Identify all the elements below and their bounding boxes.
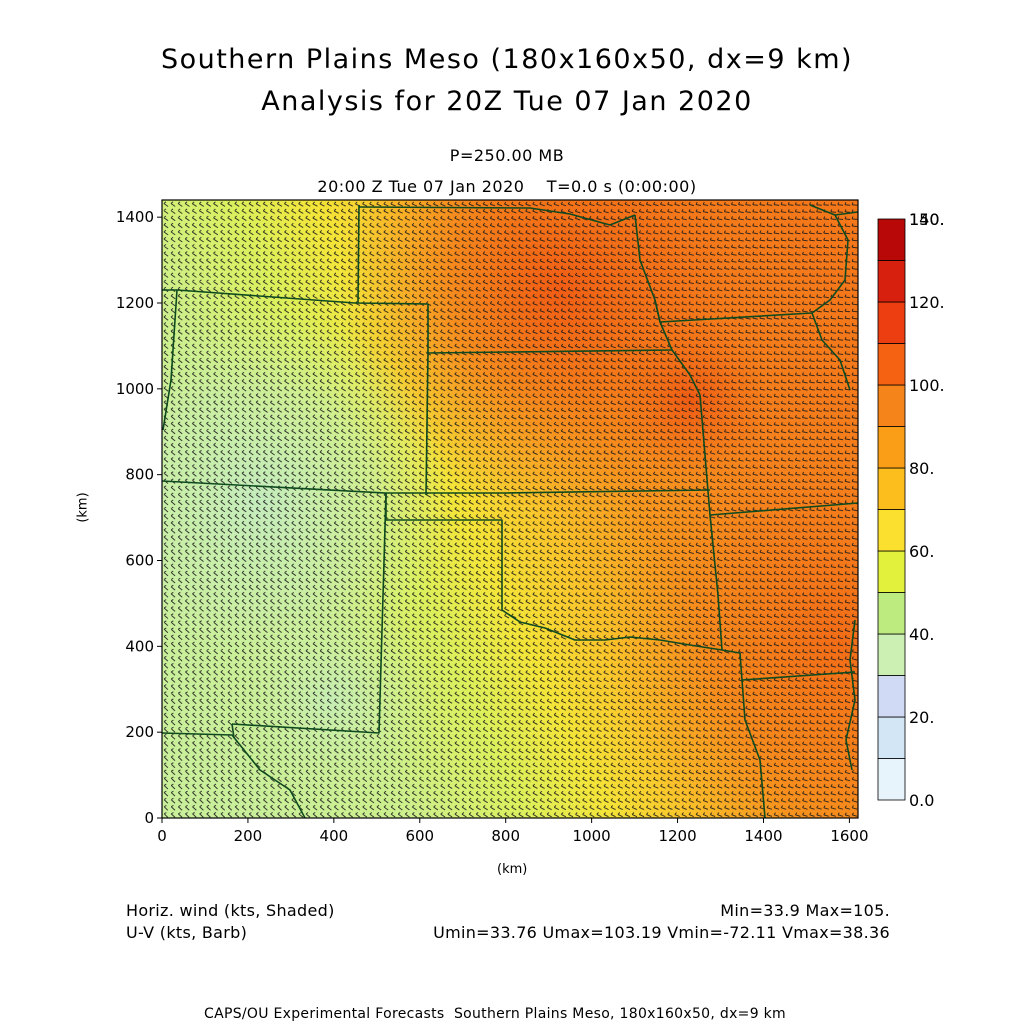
y-tick-label: 1400 — [116, 208, 154, 226]
x-axis-ticks: 0 200 400 600 800 1000 1200 1400 1600 — [157, 818, 869, 845]
x-tick-label: 600 — [405, 827, 434, 845]
colorbar-swatch — [877, 550, 906, 593]
colorbar-swatch — [877, 260, 906, 303]
kansas-nebraska-border — [427, 349, 673, 354]
y-axis-label: (km) — [75, 492, 91, 523]
rio-grande-upper — [231, 723, 235, 739]
mississippi-river-lower — [845, 619, 856, 771]
red-river — [501, 609, 741, 654]
colorbar-label: 150. — [909, 210, 945, 229]
nebraska-wyoming-border — [357, 204, 360, 304]
state-boundaries — [162, 204, 858, 818]
pressure-level-label: P=250.00 MB — [449, 146, 565, 165]
y-tick-label: 1200 — [116, 294, 154, 312]
colorbar-swatch — [877, 758, 906, 801]
x-tick-label: 1200 — [658, 827, 696, 845]
colorbar-label: 80. — [909, 459, 934, 478]
x-tick-label: 0 — [157, 827, 167, 845]
kansas-missouri-border — [699, 394, 723, 651]
colorbar-swatch — [877, 218, 906, 261]
component-summary: Umin=33.76 Umax=103.19 Vmin=-72.11 Vmax=… — [433, 923, 890, 942]
x-tick-label: 200 — [234, 827, 263, 845]
colorbar-swatch — [877, 301, 906, 344]
colorbar-swatch — [877, 384, 906, 427]
title-line-2: Analysis for 20Z Tue 07 Jan 2020 — [261, 86, 753, 117]
colorbar-label: 40. — [909, 625, 934, 644]
oklahoma-north-border — [162, 480, 711, 494]
valid-time-label: 20:00 Z Tue 07 Jan 2020 T=0.0 s (0:00:00… — [317, 177, 697, 196]
x-tick-label: 1400 — [744, 827, 782, 845]
y-axis-ticks: 0 200 400 600 800 1000 1200 1400 — [116, 208, 162, 827]
x-axis-label: (km) — [497, 862, 528, 877]
iowa-missouri-border — [659, 312, 851, 391]
colorbar-swatch — [877, 716, 906, 759]
colorbar-label: 100. — [909, 376, 945, 395]
y-tick-label: 600 — [125, 552, 154, 570]
x-tick-label: 1600 — [830, 827, 868, 845]
colorado-kansas-border — [162, 289, 429, 496]
min-max-summary: Min=33.9 Max=105. — [720, 901, 890, 920]
colorbar-swatch — [877, 509, 906, 552]
footer-credit: CAPS/OU Experimental Forecasts Southern … — [204, 1006, 786, 1022]
colorbar-swatch — [877, 592, 906, 635]
y-tick-label: 0 — [144, 809, 154, 827]
x-tick-label: 800 — [491, 827, 520, 845]
x-tick-label: 1000 — [573, 827, 611, 845]
colorbar-label: 20. — [909, 708, 934, 727]
colorbar-swatch — [877, 343, 906, 386]
barb-field-label: U-V (kts, Barb) — [126, 923, 248, 942]
nebraska-south-dakota-border — [358, 206, 636, 226]
colorbar-swatch — [877, 467, 906, 510]
minnesota-border — [834, 211, 858, 216]
rio-grande — [162, 732, 306, 818]
missouri-arkansas-border — [709, 502, 858, 516]
texas-louisiana-border — [741, 679, 766, 818]
colorbar-label: 140. — [909, 210, 945, 229]
new-mexico-texas-border — [231, 492, 387, 734]
title-line-1: Southern Plains Meso (180x160x50, dx=9 k… — [160, 44, 854, 75]
colorbar-swatch — [877, 633, 906, 676]
x-tick-label: 400 — [320, 827, 349, 845]
colorbar-label: 120. — [909, 293, 945, 312]
shaded-field-label: Horiz. wind (kts, Shaded) — [126, 901, 335, 920]
colorbar: 0.0 20. 40. 60. 80. 100. 120. 140.150. — [877, 210, 945, 810]
y-tick-label: 800 — [125, 466, 154, 484]
iowa-east-border — [809, 204, 849, 314]
colorbar-swatch — [877, 675, 906, 718]
colorado-west-border — [162, 289, 178, 431]
colorbar-label: 60. — [909, 542, 934, 561]
colorbar-swatch — [877, 426, 906, 469]
iowa-minnesota-border — [654, 299, 661, 323]
plot-frame — [161, 199, 859, 819]
y-tick-label: 200 — [125, 723, 154, 741]
y-tick-label: 1000 — [116, 380, 154, 398]
colorbar-label: 0.0 — [909, 791, 934, 810]
y-tick-label: 400 — [125, 637, 154, 655]
